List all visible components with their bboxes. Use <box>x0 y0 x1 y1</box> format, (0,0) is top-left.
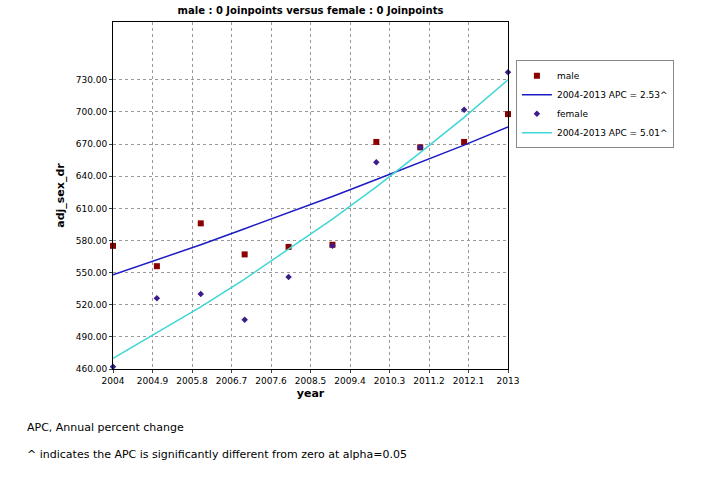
svg-text:580.00: 580.00 <box>76 236 108 246</box>
svg-text:2004: 2004 <box>102 376 125 386</box>
svg-text:male: male <box>557 71 580 81</box>
svg-text:2009.4: 2009.4 <box>334 376 366 386</box>
svg-text:520.00: 520.00 <box>76 300 108 310</box>
svg-text:670.00: 670.00 <box>76 139 108 149</box>
svg-text:^ indicates the APC is signifi: ^ indicates the APC is significantly dif… <box>27 448 407 461</box>
svg-text:2012.1: 2012.1 <box>453 376 485 386</box>
svg-text:year: year <box>297 387 325 400</box>
svg-text:460.00: 460.00 <box>76 364 108 374</box>
svg-text:adj_sex_dr: adj_sex_dr <box>54 163 67 228</box>
svg-text:610.00: 610.00 <box>76 204 108 214</box>
svg-text:2007.6: 2007.6 <box>255 376 287 386</box>
svg-text:APC, Annual percent change: APC, Annual percent change <box>27 421 184 434</box>
svg-text:female: female <box>557 109 588 119</box>
svg-text:700.00: 700.00 <box>76 107 108 117</box>
svg-text:2004-2013 APC = 5.01^: 2004-2013 APC = 5.01^ <box>557 128 668 138</box>
svg-text:2004-2013 APC = 2.53^: 2004-2013 APC = 2.53^ <box>557 90 668 100</box>
svg-text:490.00: 490.00 <box>76 332 108 342</box>
svg-text:2011.2: 2011.2 <box>413 376 445 386</box>
svg-text:730.00: 730.00 <box>76 75 108 85</box>
svg-text:2005.8: 2005.8 <box>176 376 208 386</box>
svg-text:male : 0 Joinpoints versus fem: male : 0 Joinpoints versus female : 0 Jo… <box>178 5 444 16</box>
svg-text:2004.9: 2004.9 <box>137 376 169 386</box>
svg-text:2006.7: 2006.7 <box>216 376 248 386</box>
svg-text:2013: 2013 <box>497 376 520 386</box>
svg-text:2008.5: 2008.5 <box>295 376 327 386</box>
svg-text:2010.3: 2010.3 <box>374 376 406 386</box>
svg-text:550.00: 550.00 <box>76 268 108 278</box>
svg-text:640.00: 640.00 <box>76 171 108 181</box>
